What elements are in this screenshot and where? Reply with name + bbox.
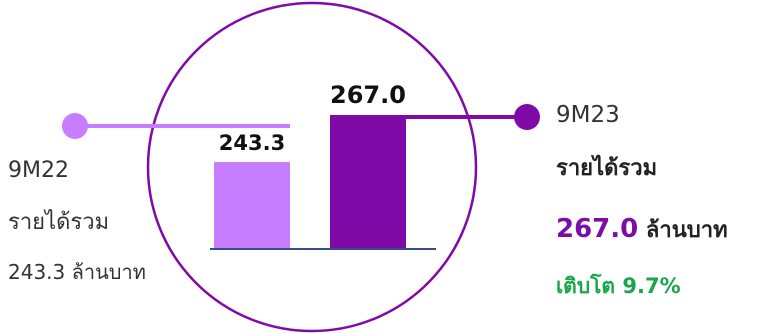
left-value-label: 243.3 ล้านบาท <box>8 260 146 284</box>
data-label-9M23: 267.0 <box>330 81 406 109</box>
bar-group: 243.3 267.0 <box>214 81 406 248</box>
right-value-label: 267.0 ล้านบาท <box>556 212 728 247</box>
bar-9M23 <box>330 115 406 248</box>
right-title-label: รายได้รวม <box>556 156 658 181</box>
right-value-number: 267.0 <box>556 214 639 244</box>
right-value-unit: ล้านบาท <box>645 218 728 243</box>
highlight-circle <box>146 1 478 333</box>
right-marker-dot <box>514 104 540 130</box>
left-period-label: 9M22 <box>8 158 69 183</box>
growth-label: เติบโต 9.7% <box>556 274 681 298</box>
left-marker-dot <box>62 113 88 139</box>
right-period-label: 9M23 <box>556 102 620 128</box>
data-label-9M22: 243.3 <box>219 131 285 155</box>
bar-9M22 <box>214 162 290 248</box>
left-title-label: รายได้รวม <box>8 210 110 235</box>
